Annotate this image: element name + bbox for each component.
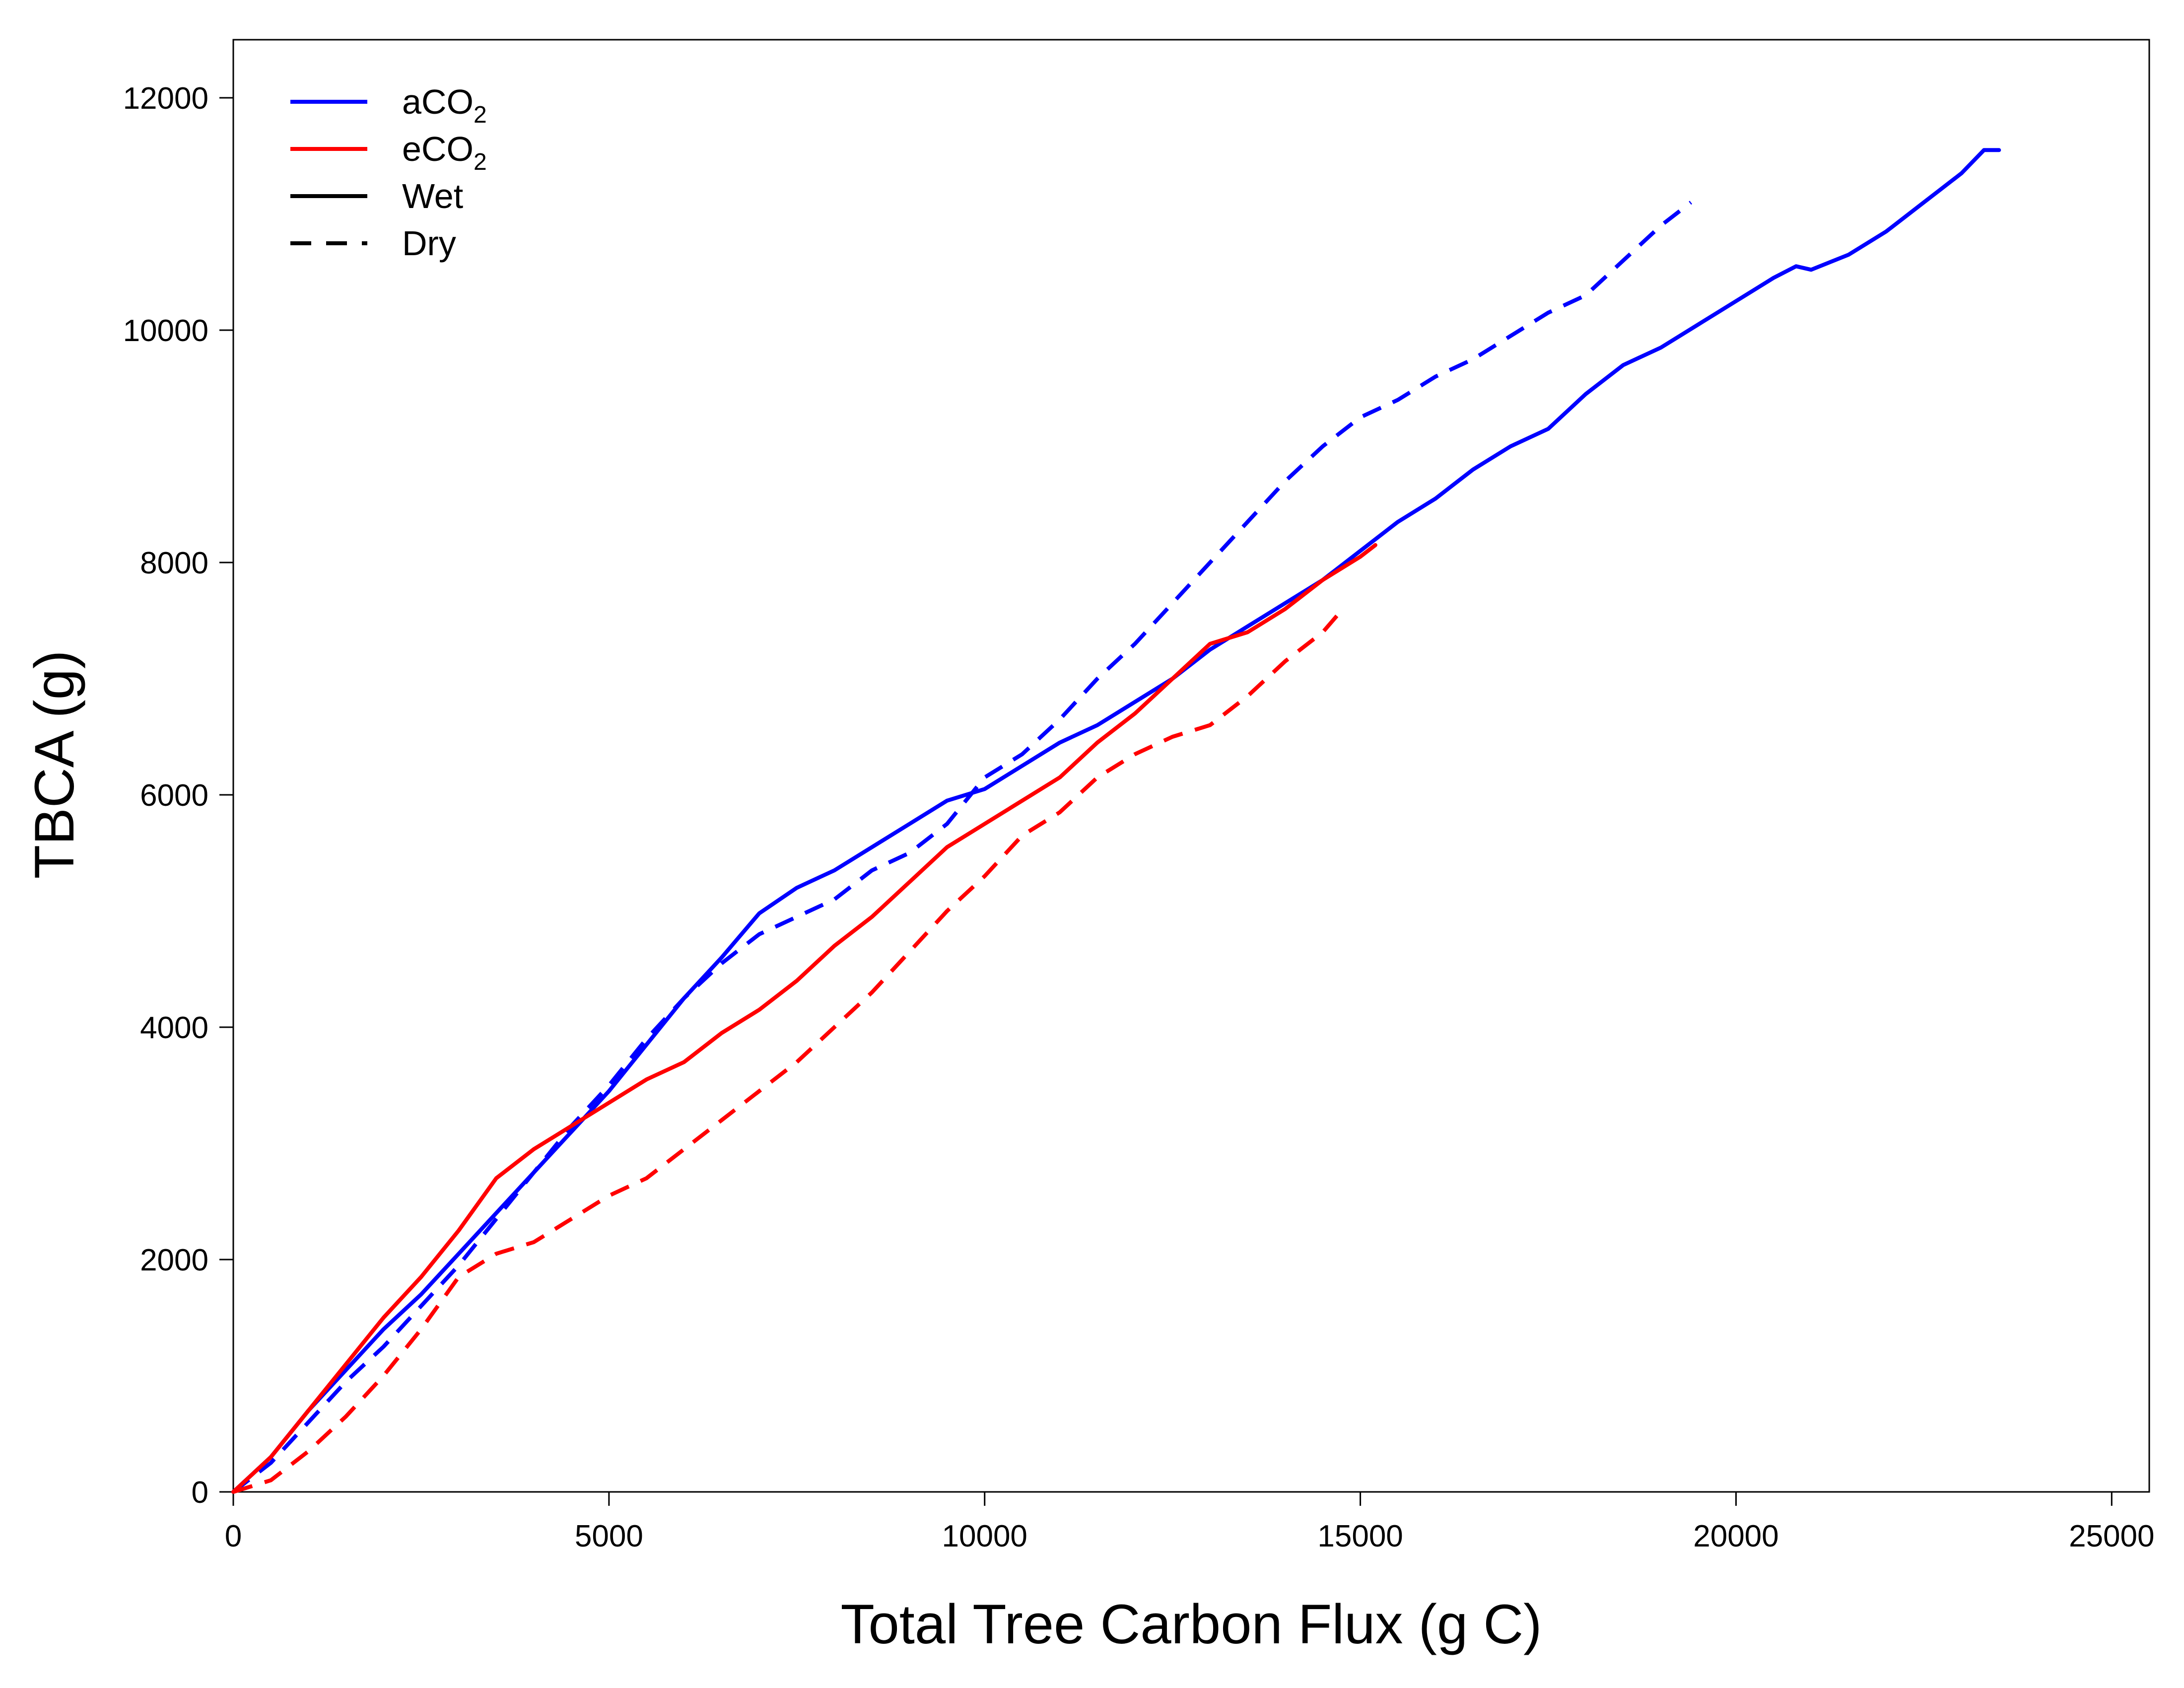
x-tick-label: 15000 — [1317, 1519, 1403, 1553]
x-axis-title: Total Tree Carbon Flux (g C) — [841, 1593, 1542, 1655]
x-tick-label: 10000 — [942, 1519, 1027, 1553]
x-tick-label: 5000 — [575, 1519, 643, 1553]
legend-label-text: Wet — [402, 177, 463, 215]
series-layer — [231, 148, 2001, 1494]
legend-label: eCO2 — [402, 130, 487, 175]
y-tick-label: 2000 — [140, 1243, 208, 1277]
legend-label-subscript: 2 — [474, 149, 487, 175]
x-tick-label: 20000 — [1693, 1519, 1778, 1553]
y-tick-label: 12000 — [123, 81, 208, 116]
y-tick-label: 4000 — [140, 1011, 208, 1045]
legend-label: Dry — [402, 224, 456, 263]
y-tick-label: 8000 — [140, 546, 208, 580]
series-line-3 — [232, 613, 1340, 1494]
legend-label: aCO2 — [402, 82, 487, 128]
x-axis: 0 5000 10000 15000 20000 25000 — [225, 1492, 2155, 1553]
y-tick-label: 6000 — [140, 778, 208, 813]
plot-frame — [232, 39, 2150, 1493]
y-tick-label: 10000 — [123, 314, 208, 348]
x-tick-label: 25000 — [2069, 1519, 2154, 1553]
series-line-2 — [231, 543, 1377, 1494]
y-axis-title: TBCA (g) — [23, 650, 85, 879]
legend-label-text: aCO — [402, 82, 474, 121]
series-line-1 — [232, 201, 1693, 1494]
legend-label: Wet — [402, 177, 463, 215]
x-tick-label: 0 — [225, 1519, 242, 1553]
legend-label-subscript: 2 — [474, 102, 487, 128]
y-axis: 0 2000 4000 6000 8000 10000 12000 — [123, 81, 233, 1510]
legend-label-text: Dry — [402, 224, 456, 263]
legend-label-text: eCO — [402, 130, 474, 168]
y-tick-label: 0 — [192, 1476, 208, 1510]
series-line-0 — [231, 148, 2001, 1494]
